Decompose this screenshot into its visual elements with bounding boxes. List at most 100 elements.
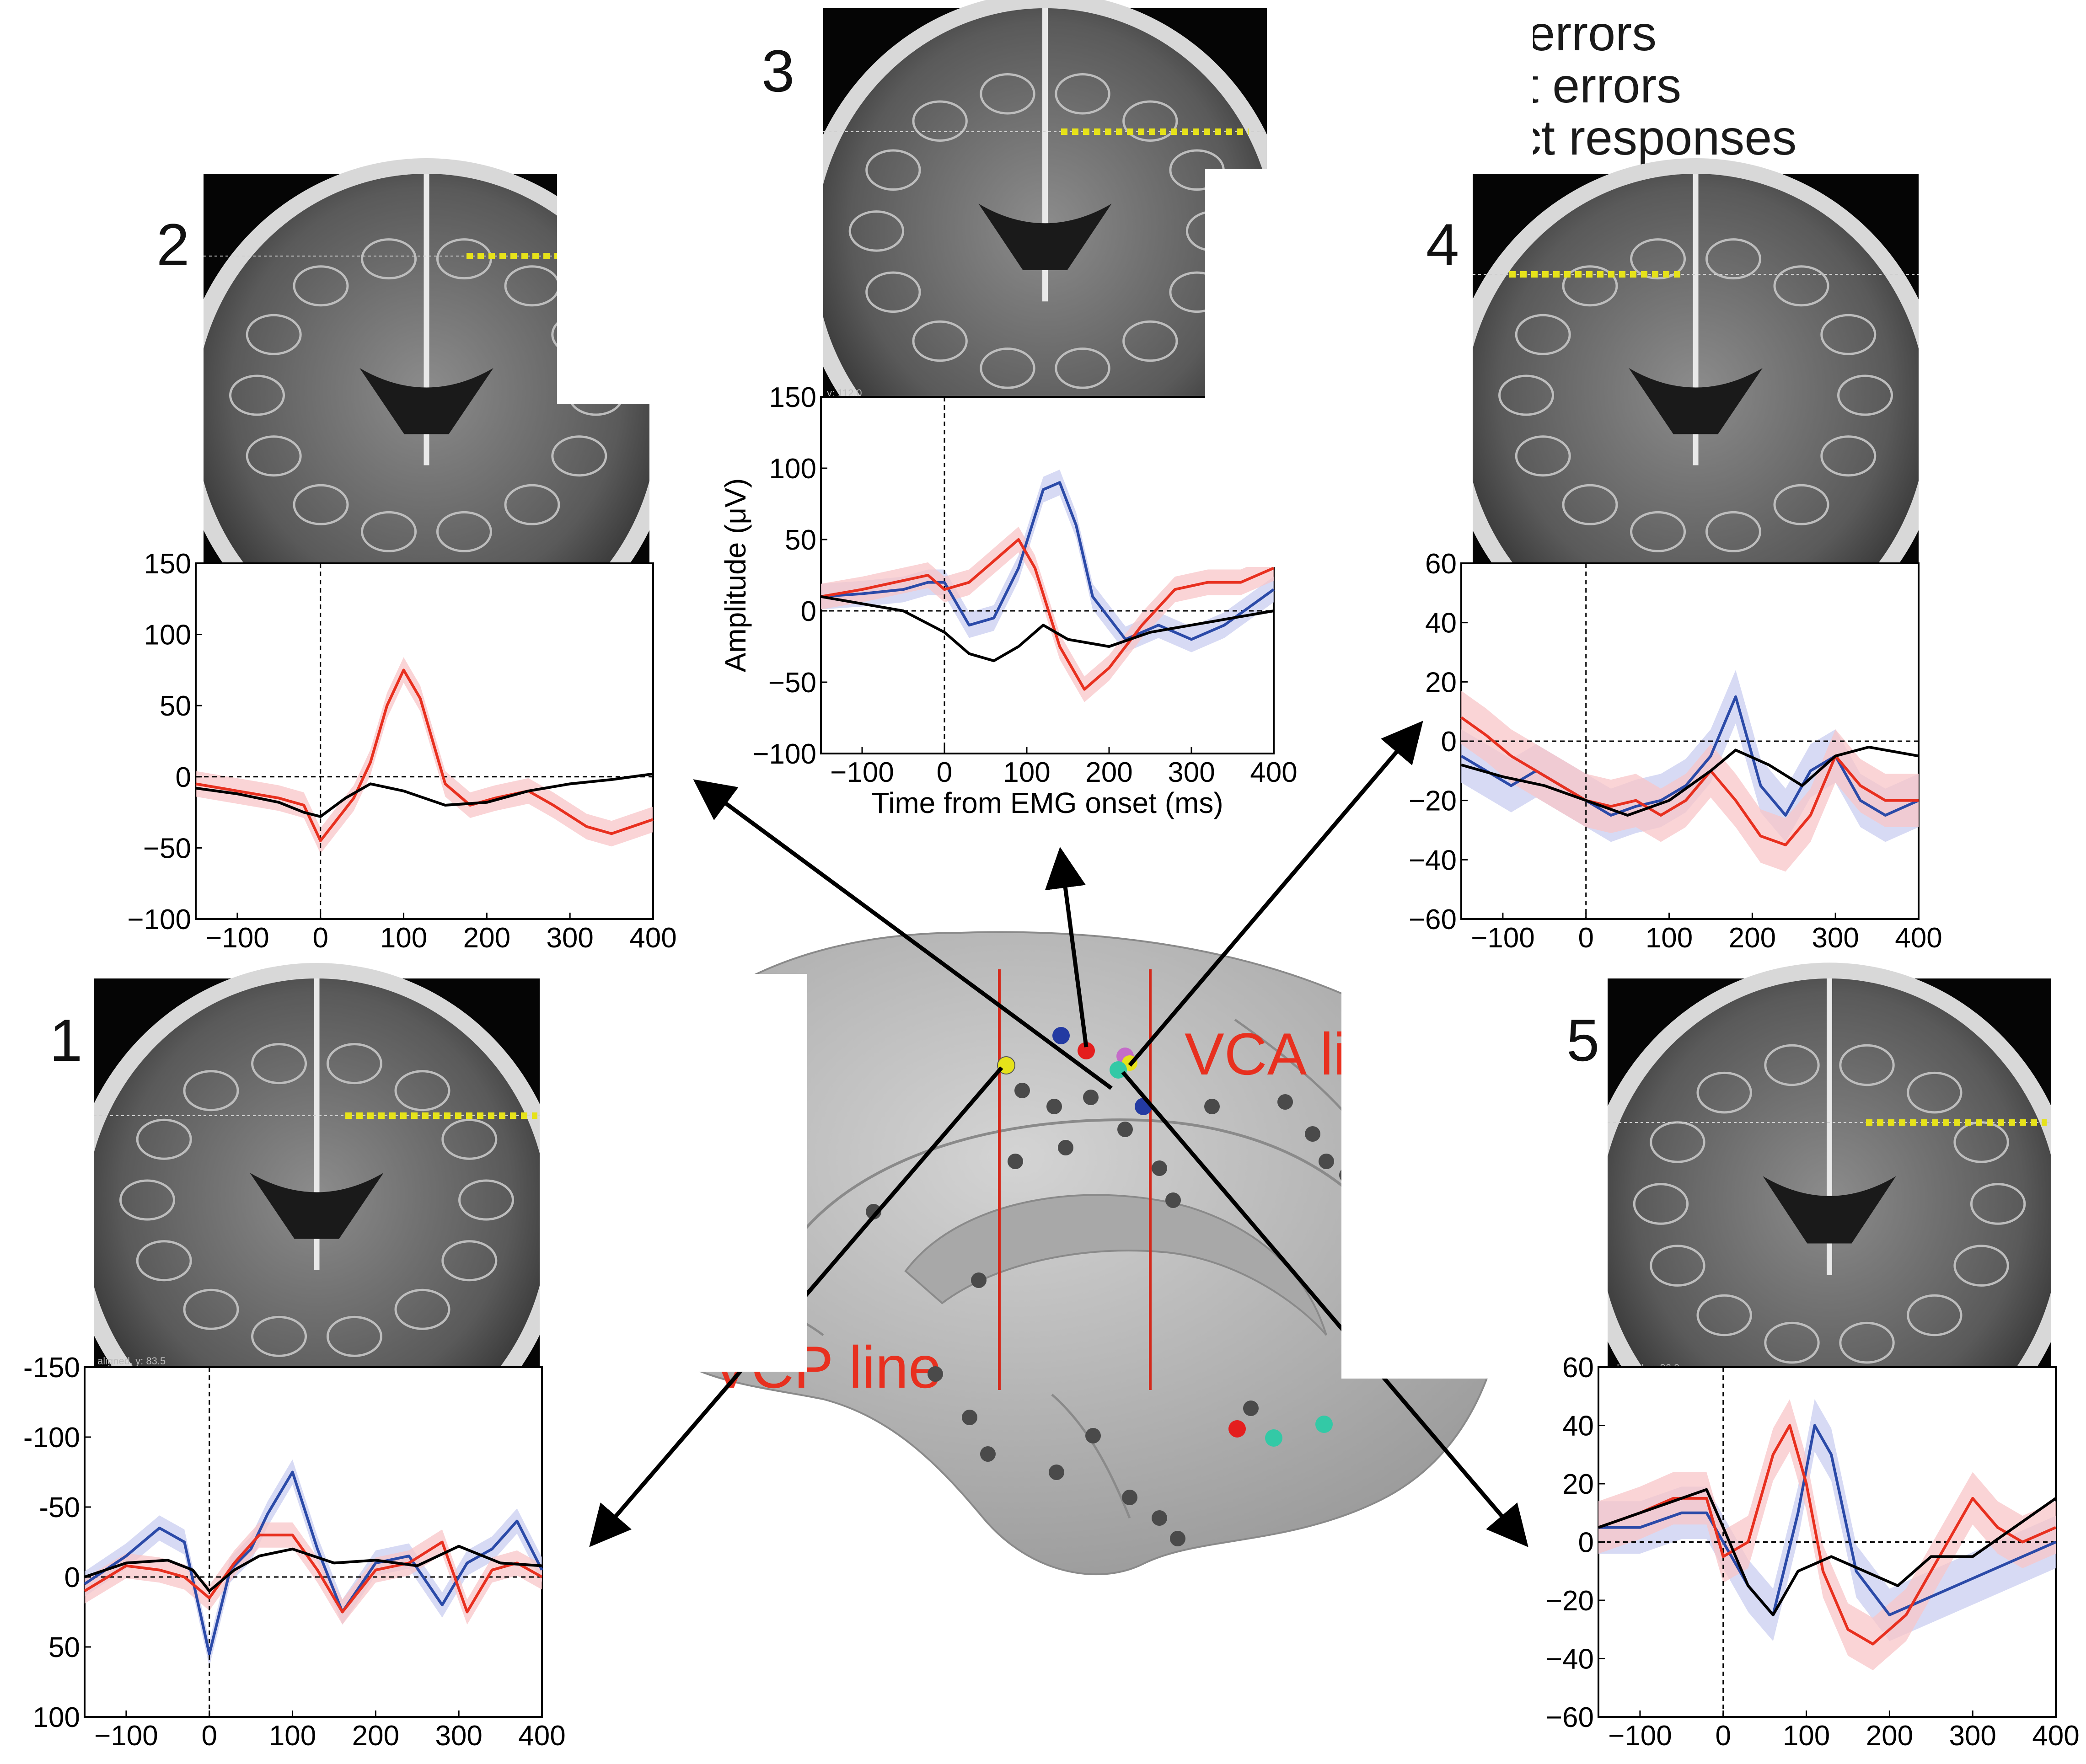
contact-red xyxy=(1078,1042,1095,1059)
mri-gyrus xyxy=(293,484,349,525)
mri-gyrus xyxy=(1839,1044,1895,1086)
x-tick-label: −100 xyxy=(830,757,894,788)
panel-number: 1 xyxy=(49,1007,82,1074)
mri-gyrus xyxy=(1970,1183,2026,1225)
contact-dark xyxy=(1319,1154,1334,1169)
mri-gyrus xyxy=(1122,320,1178,362)
y-tick-label: 50 xyxy=(48,1632,80,1663)
mri-gyrus xyxy=(1907,1071,1963,1114)
mri-gyrus xyxy=(246,314,302,355)
x-tick-label: 100 xyxy=(1646,922,1693,954)
mri-ventricles xyxy=(1763,1176,1896,1244)
contact-dark xyxy=(1085,1428,1101,1443)
series-line-correct-responses xyxy=(84,1545,542,1593)
x-tick-label: 200 xyxy=(1085,757,1132,788)
y-tick-label: 50 xyxy=(160,690,191,722)
mri-gyrus xyxy=(1764,1321,1820,1364)
mri-gyrus xyxy=(229,374,285,416)
x-tick-label: −100 xyxy=(205,922,269,954)
mri-gyrus xyxy=(1562,484,1618,525)
mri-gyrus xyxy=(551,435,607,477)
y-tick-label: 0 xyxy=(1441,726,1457,758)
x-tick-label: −100 xyxy=(1608,1720,1672,1752)
brain-corpus-callosum xyxy=(904,1194,1327,1336)
contact-dark xyxy=(1049,1465,1064,1480)
contact-blue xyxy=(1052,1027,1070,1044)
mri-gyrus xyxy=(361,511,417,552)
mri-gyrus xyxy=(865,149,921,191)
series-line-correct-responses xyxy=(820,595,1274,663)
contact-dark xyxy=(1305,1126,1320,1142)
mri-gyrus xyxy=(1773,265,1829,307)
mri-gyrus xyxy=(1907,1294,1963,1336)
mri-gyrus xyxy=(504,484,560,525)
y-tick-label: -50 xyxy=(39,1492,80,1523)
y-axis-label: Amplitude (μV) xyxy=(719,478,752,673)
mri-gyrus xyxy=(912,320,968,362)
error-band xyxy=(85,1522,542,1625)
x-tick-label: −100 xyxy=(94,1720,158,1752)
x-tick-label: 300 xyxy=(546,922,593,954)
series-line-overt-errors xyxy=(1598,1424,2057,1616)
x-tick-label: 0 xyxy=(201,1720,217,1752)
mri-gyrus xyxy=(865,271,921,313)
mri-gyrus xyxy=(1696,1294,1752,1336)
mri-gyrus xyxy=(1820,435,1877,477)
mri-gyrus xyxy=(1055,73,1110,115)
y-tick-label: 100 xyxy=(769,453,816,485)
x-tick-label: 200 xyxy=(352,1720,399,1752)
x-tick-label: 300 xyxy=(435,1720,482,1752)
contact-dark xyxy=(866,1204,881,1219)
panel-5: aligned, y: 86.0−10001002003004006040200… xyxy=(1341,962,2086,1752)
error-band xyxy=(1598,1399,2056,1641)
mri-gyrus xyxy=(441,1118,498,1160)
mri-ventricles xyxy=(250,1173,384,1239)
x-axis-label: Time from EMG onset (ms) xyxy=(871,786,1223,819)
series-line-correct-responses xyxy=(195,772,654,818)
mri-gyrus xyxy=(251,1043,307,1085)
y-tick-label: −40 xyxy=(1546,1644,1594,1675)
y-tick-label: 100 xyxy=(33,1702,80,1733)
mri-gyrus xyxy=(251,1315,307,1357)
mri-gyrus xyxy=(326,1315,382,1357)
mri-gyrus xyxy=(183,1070,239,1112)
error-band xyxy=(821,526,1274,702)
contact-dark xyxy=(1117,1122,1133,1137)
x-tick-label: 100 xyxy=(1783,1720,1830,1752)
y-tick-label: 60 xyxy=(1425,548,1457,580)
y-tick-label: −50 xyxy=(768,667,816,699)
x-tick-label: 0 xyxy=(937,757,952,788)
mri-gyrus xyxy=(441,1240,498,1282)
contact-dark xyxy=(1008,1154,1023,1169)
mri-crop xyxy=(1205,169,1473,567)
y-tick-label: -150 xyxy=(23,1352,80,1384)
contact-dark xyxy=(971,1272,987,1288)
x-tick-label: −100 xyxy=(1471,922,1535,954)
contact-dark xyxy=(1277,1094,1293,1110)
x-tick-label: 0 xyxy=(1578,922,1593,954)
mri-gyrus xyxy=(293,265,349,307)
y-tick-label: 0 xyxy=(1578,1527,1594,1559)
contact-dark xyxy=(1083,1090,1099,1105)
brain-cingulate-sulcus xyxy=(799,1118,1396,1245)
contact-dark xyxy=(1058,1140,1073,1155)
x-tick-label: 400 xyxy=(629,922,676,954)
x-tick-label: 300 xyxy=(1812,922,1859,954)
x-tick-label: 0 xyxy=(312,922,328,954)
mri-gyrus xyxy=(912,100,968,142)
mri-gyrus xyxy=(394,1288,450,1330)
mri-crop xyxy=(1341,974,1608,1379)
mri-gyrus xyxy=(980,347,1035,389)
y-tick-label: 20 xyxy=(1562,1469,1594,1500)
contact-dark xyxy=(962,1410,977,1425)
mri-gyrus xyxy=(1837,374,1893,416)
mri-ventricles xyxy=(359,368,493,434)
x-tick-label: 100 xyxy=(380,922,427,954)
contact-dark xyxy=(1204,1099,1220,1114)
mri-ventricles xyxy=(1629,368,1763,434)
mri-gyrus xyxy=(1633,1183,1689,1225)
contact-dark xyxy=(1152,1160,1167,1176)
error-band xyxy=(85,1459,542,1667)
